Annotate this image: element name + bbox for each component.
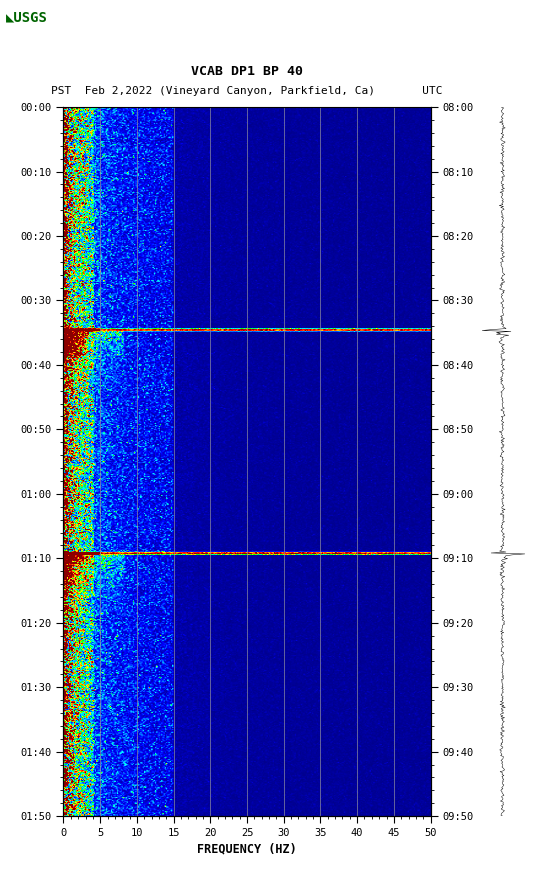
X-axis label: FREQUENCY (HZ): FREQUENCY (HZ) [197,842,297,855]
Text: ◣USGS: ◣USGS [6,11,47,25]
Text: PST  Feb 2,2022 (Vineyard Canyon, Parkfield, Ca)       UTC: PST Feb 2,2022 (Vineyard Canyon, Parkfie… [51,86,443,96]
Text: VCAB DP1 BP 40: VCAB DP1 BP 40 [191,65,303,78]
